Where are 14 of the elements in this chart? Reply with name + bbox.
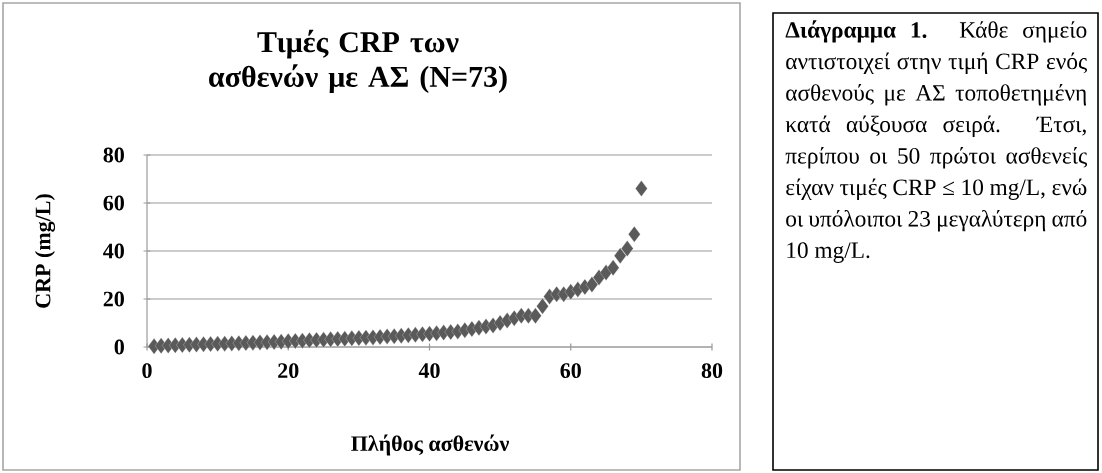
- y-tick-label: 80: [103, 147, 124, 163]
- x-tick-label: 80: [701, 363, 723, 379]
- x-tick-label: 40: [418, 363, 440, 379]
- y-tick-label: 0: [114, 339, 124, 355]
- x-tick-label: 0: [142, 363, 152, 379]
- text: Διάγραμμα 1. Κάθε σημείο αντιστοιχεί στην τιμή CRP ενός ασθενούς με ΑΣ τοποθετημένη κατά αύξουσα σειρά. Έτσι, περίπου οι 50 πρώτοι ασθενείς είχαν τιμές CRP ≤ 10 mg/L, ενώ οι υπόλοιποι 23 μεγαλύτερη από 10 mg/L.: [785, 20, 1088, 263]
- y-axis-title: CRP (mg/L): [34, 194, 56, 308]
- y-tick-label: 20: [103, 291, 124, 307]
- y-tick-label: 40: [103, 243, 124, 259]
- x-tick-label: 60: [560, 363, 581, 379]
- chart-title: Τιμές CRP των ασθενών με ΑΣ (N=73): [209, 29, 507, 94]
- x-axis-title: Πλήθος ασθενών: [351, 434, 509, 456]
- x-tick-label: 20: [278, 363, 299, 379]
- y-tick-label: 60: [103, 195, 124, 211]
